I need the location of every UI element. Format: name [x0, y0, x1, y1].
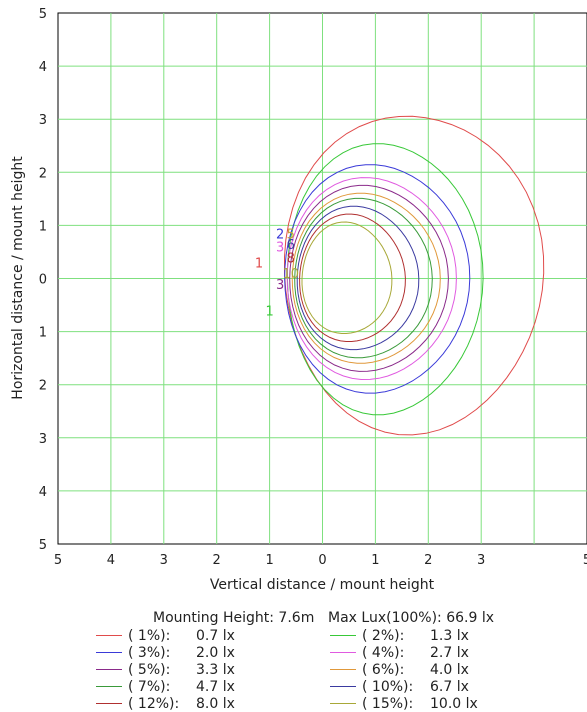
legend-percent: ( 6%): — [362, 661, 405, 678]
legend-item: ( 3%): 2.0 lx — [96, 644, 235, 661]
contour-label: 1 — [265, 304, 273, 319]
legend-lux: 4.0 lx — [430, 661, 469, 678]
legend-percent: ( 1%): — [128, 627, 171, 644]
y-tick-label: 2 — [39, 379, 47, 394]
y-tick-labels: 5 4 3 2 1 0 1 2 3 4 5 — [39, 7, 47, 553]
legend-lux: 10.0 lx — [430, 695, 478, 712]
legend-percent: ( 3%): — [128, 644, 171, 661]
legend-swatch — [96, 703, 122, 704]
legend-percent: ( 5%): — [128, 661, 171, 678]
y-tick-label: 4 — [39, 60, 47, 75]
contour-level-7 — [294, 197, 433, 359]
legend-item: ( 7%): 4.7 lx — [96, 678, 235, 695]
y-tick-label: 1 — [39, 219, 47, 234]
legend-lux: 4.7 lx — [196, 678, 235, 695]
x-tick-label: 5 — [583, 553, 587, 568]
contour-label: 10 — [282, 267, 299, 282]
legend-percent: ( 2%): — [362, 627, 405, 644]
legend-item: ( 6%): 4.0 lx — [330, 661, 469, 678]
legend-swatch — [330, 703, 356, 704]
y-axis-label: Horizontal distance / mount height — [10, 156, 26, 400]
legend-item: ( 5%): 3.3 lx — [96, 661, 235, 678]
legend-lux: 3.3 lx — [196, 661, 235, 678]
legend-item: ( 10%): 6.7 lx — [330, 678, 469, 695]
contour-label: 8 — [287, 251, 295, 266]
contour-label: 3 — [276, 241, 284, 256]
legend-percent: ( 7%): — [128, 678, 171, 695]
y-tick-label: 2 — [39, 166, 47, 181]
legend-swatch — [330, 635, 356, 636]
contour-level-4 — [286, 177, 457, 381]
legend-lux: 0.7 lx — [196, 627, 235, 644]
contour-label: 6 — [287, 238, 295, 253]
contour-label: 2 — [276, 227, 284, 242]
y-tick-label: 1 — [39, 326, 47, 341]
x-axis-label: Vertical distance / mount height — [210, 577, 435, 593]
x-tick-label: 3 — [160, 553, 168, 568]
legend-item: ( 2%): 1.3 lx — [330, 627, 469, 644]
x-tick-label: 4 — [107, 553, 115, 568]
contour-level-5 — [289, 184, 449, 372]
x-tick-label: 2 — [213, 553, 221, 568]
x-tick-label: 2 — [424, 553, 432, 568]
legend-item: ( 4%): 2.7 lx — [330, 644, 469, 661]
contour-label: 3 — [276, 278, 284, 293]
legend-item: ( 1%): 0.7 lx — [96, 627, 235, 644]
legend-percent: ( 10%): — [362, 678, 414, 695]
x-tick-label: 3 — [477, 553, 485, 568]
x-tick-labels: 5 4 3 2 1 0 1 2 3 5 — [54, 553, 587, 568]
legend-swatch — [330, 669, 356, 670]
contour-lines — [284, 115, 545, 436]
contour-level-10 — [301, 221, 393, 334]
y-tick-label: 3 — [39, 113, 47, 128]
y-tick-label: 4 — [39, 485, 47, 500]
legend-swatch — [96, 669, 122, 670]
legend-percent: ( 4%): — [362, 644, 405, 661]
contour-level-9 — [299, 213, 406, 342]
legend-percent: ( 12%): — [128, 695, 180, 712]
x-tick-label: 1 — [371, 553, 379, 568]
y-tick-label: 0 — [39, 273, 47, 288]
contour-level-8 — [296, 205, 420, 351]
grid-lines — [58, 13, 587, 544]
legend-lux: 1.3 lx — [430, 627, 469, 644]
legend-swatch — [330, 652, 356, 653]
legend-swatch — [96, 686, 122, 687]
y-tick-label: 5 — [39, 7, 47, 22]
legend-item: ( 12%): 8.0 lx — [96, 695, 235, 712]
contour-level-3 — [284, 164, 471, 394]
legend-swatch — [96, 652, 122, 653]
max-lux-label: Max Lux(100%): 66.9 lx — [328, 610, 495, 626]
legend-swatch — [96, 635, 122, 636]
legend-lux: 2.7 lx — [430, 644, 469, 661]
contour-label: 5 — [287, 227, 295, 242]
legend-percent: ( 15%): — [362, 695, 414, 712]
x-tick-label: 0 — [318, 553, 326, 568]
y-tick-label: 5 — [39, 538, 47, 553]
legend-swatch — [330, 686, 356, 687]
legend-lux: 6.7 lx — [430, 678, 469, 695]
x-tick-label: 5 — [54, 553, 62, 568]
x-tick-label: 1 — [265, 553, 273, 568]
legend-lux: 8.0 lx — [196, 695, 235, 712]
contour-level-6 — [291, 192, 441, 364]
contour-label: 1 — [255, 257, 263, 272]
legend-lux: 2.0 lx — [196, 644, 235, 661]
mounting-height-label: Mounting Height: 7.6m — [153, 610, 315, 626]
legend-item: ( 15%): 10.0 lx — [330, 695, 478, 712]
y-tick-label: 3 — [39, 432, 47, 447]
